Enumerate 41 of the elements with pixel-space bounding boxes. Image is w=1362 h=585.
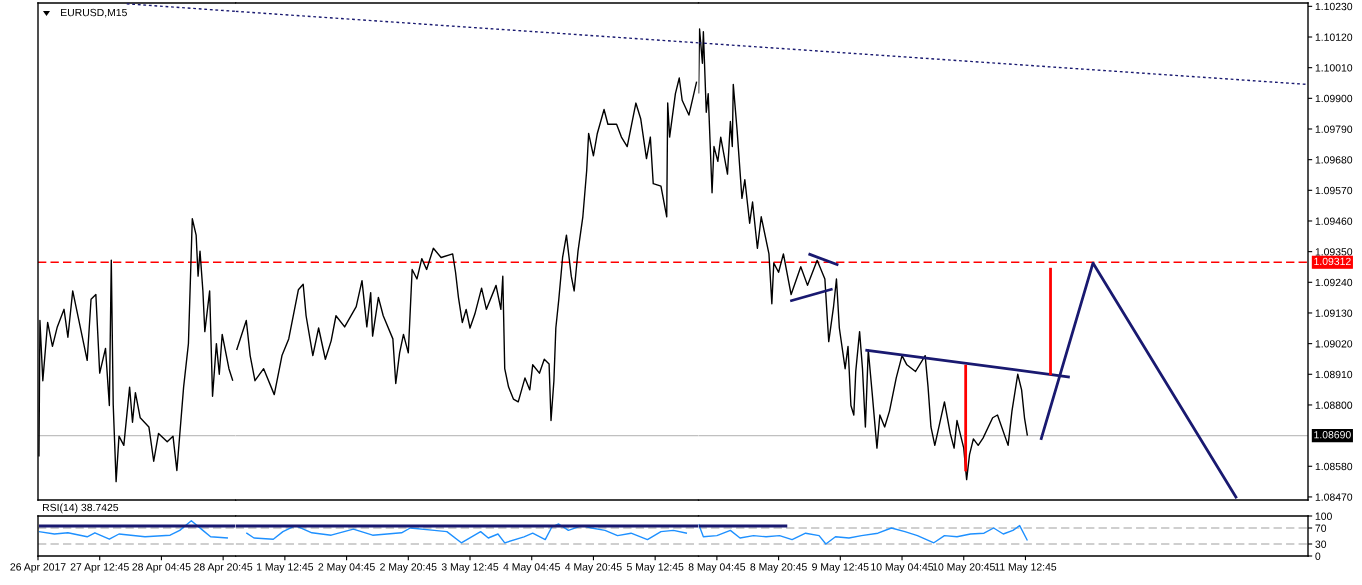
y-tick-label: 100 [1315, 512, 1332, 520]
x-tick-label: 10 May 20:45 [932, 563, 995, 573]
y-tick-label: 1.09240 [1315, 278, 1353, 287]
y-tick-label: 1.10230 [1315, 2, 1353, 11]
y-tick-label: 1.09680 [1315, 156, 1353, 164]
x-tick-label: 26 Apr 2017 [10, 563, 66, 573]
x-tick-label: 28 Apr 04:45 [132, 563, 191, 573]
x-tick-label: 4 May 04:45 [503, 563, 560, 573]
y-tick-label: 1.10120 [1315, 33, 1353, 41]
x-tick-label: 11 May 12:45 [995, 563, 1057, 573]
x-tick-label: 3 May 12:45 [441, 563, 499, 573]
y-tick-label: 1.09460 [1315, 217, 1353, 225]
y-tick-label: 1.10010 [1315, 64, 1353, 72]
y-tick-label: 1.08910 [1315, 370, 1353, 379]
y-tick-label: 1.09900 [1315, 94, 1353, 103]
y-tick-label: 1.08800 [1315, 401, 1353, 409]
x-tick-label: 10 May 04:45 [871, 563, 934, 573]
ref-line-label: 1.08690 [1314, 431, 1351, 439]
chart-title: RSI(14) 38.7425 [43, 503, 119, 514]
y-tick-label: 1.09790 [1315, 125, 1353, 133]
x-tick-label: 1 May 12:45 [257, 563, 314, 573]
chart-title: EURUSD,M15 [61, 8, 127, 18]
y-tick-label: 1.09570 [1315, 186, 1353, 195]
y-tick-label: 1.09130 [1315, 309, 1353, 317]
y-tick-label: 1.09350 [1315, 248, 1353, 256]
y-tick-label: 1.08580 [1315, 462, 1353, 471]
x-tick-label: 28 Apr 20:45 [194, 563, 253, 573]
x-tick-label: 4 May 20:45 [565, 563, 622, 573]
y-tick-label: 1.08470 [1315, 493, 1353, 501]
y-tick-label: 1.09020 [1315, 340, 1353, 348]
x-tick-label: 8 May 20:45 [750, 563, 807, 573]
x-tick-label: 2 May 04:45 [318, 563, 375, 573]
y-tick-label: 0 [1315, 552, 1321, 560]
x-tick-label: 9 May 12:45 [812, 563, 869, 573]
ref-line-label: 1.09312 [1314, 257, 1351, 266]
y-tick-label: 30 [1315, 540, 1327, 548]
x-tick-label: 5 May 12:45 [626, 563, 684, 573]
x-tick-label: 27 Apr 12:45 [70, 563, 129, 573]
x-tick-label: 8 May 04:45 [688, 563, 746, 573]
y-tick-label: 70 [1315, 524, 1327, 532]
x-tick-label: 2 May 20:45 [380, 563, 437, 573]
